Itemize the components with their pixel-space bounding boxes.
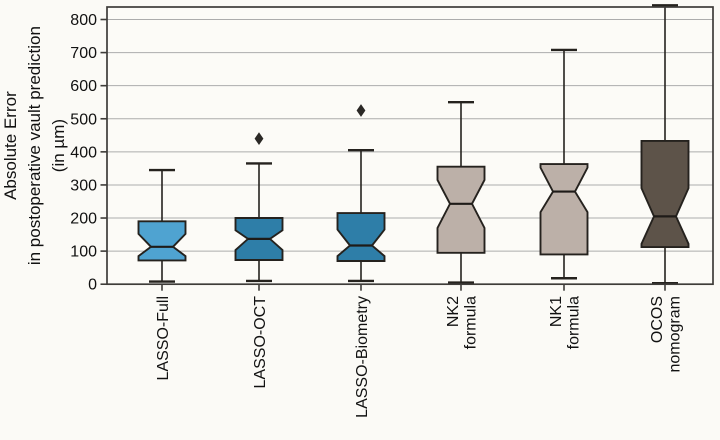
plot-area — [107, 7, 713, 285]
y-tick-label: 800 — [70, 12, 97, 29]
y-tick-label: 0 — [88, 277, 97, 294]
outlier-diamond — [356, 104, 366, 117]
y-axis-title-line: in postoperative vault prediction — [25, 26, 44, 265]
y-axis-title-line: Absolute Error — [1, 91, 20, 200]
x-category-label: formula — [566, 296, 583, 349]
y-tick-label: 500 — [70, 111, 97, 128]
x-category-label: LASSO-Biometry — [354, 296, 371, 418]
x-category-label: LASSO-OCT — [252, 296, 269, 389]
notched-box-3 — [336, 212, 386, 262]
outlier-diamond — [254, 132, 264, 145]
notched-box-4 — [436, 165, 486, 254]
x-category-label: formula — [463, 296, 480, 349]
x-category-label: NK2 — [445, 296, 462, 327]
x-category-label: OCOS — [649, 296, 666, 343]
x-category-label: LASSO-Full — [155, 296, 172, 380]
y-tick-label: 300 — [70, 177, 97, 194]
y-tick-label: 700 — [70, 45, 97, 62]
notched-box-6 — [640, 139, 690, 249]
y-tick-label: 100 — [70, 244, 97, 261]
y-axis-title-line: (in µm) — [49, 119, 68, 172]
x-category-label: NK1 — [548, 296, 565, 327]
x-category-label: nomogram — [667, 296, 684, 372]
plot-border — [106, 6, 714, 286]
y-tick-label: 200 — [70, 211, 97, 228]
y-tick-label: 600 — [70, 78, 97, 95]
notched-box-5 — [539, 163, 589, 256]
y-tick-label: 400 — [70, 144, 97, 161]
notched-box-1 — [137, 220, 187, 262]
